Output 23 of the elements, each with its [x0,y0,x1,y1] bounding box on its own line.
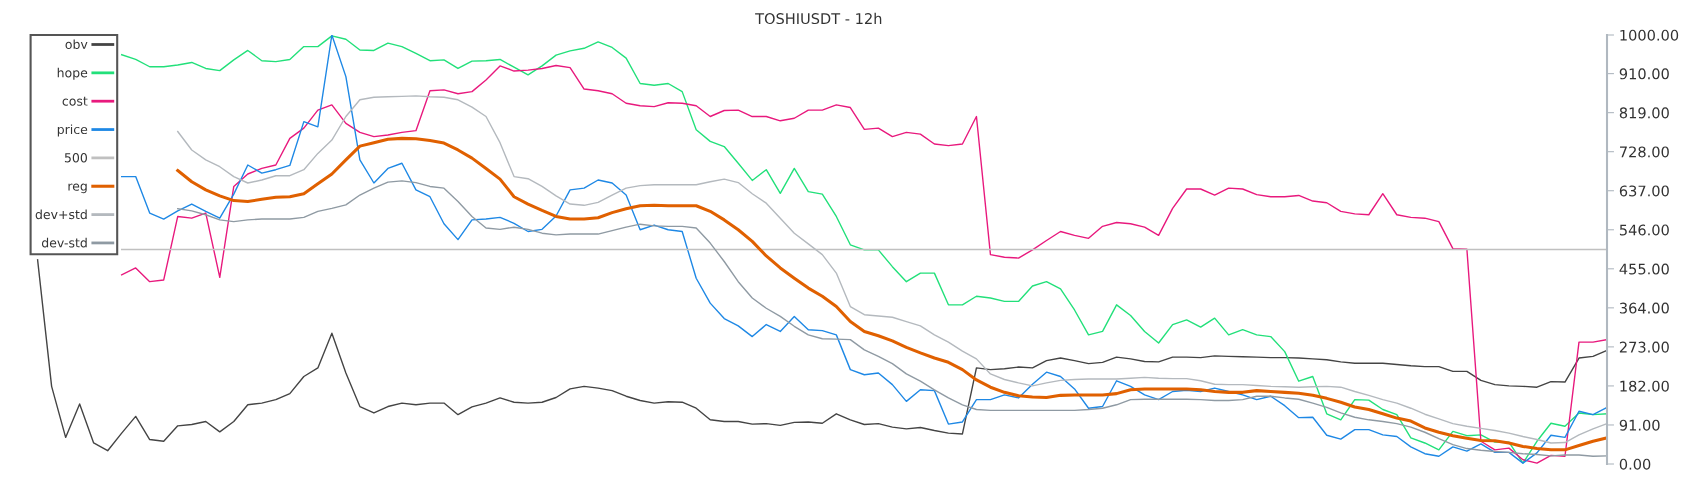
legend-label: obv [65,39,88,50]
legend-label: dev+std [35,209,87,220]
legend-label: reg [68,183,87,194]
legend-label: price [57,124,88,137]
y-tick-label: 455.00 [1619,263,1669,275]
chart-title: TOSHIUSDT - 12h [755,12,882,25]
y-tick-label: 546.00 [1619,224,1669,236]
y-tick-label: 182.00 [1620,380,1669,392]
legend-label: hope [57,67,88,80]
legend-label: 500 [64,152,87,163]
y-tick-label: 364.00 [1619,302,1669,314]
legend-label: cost [62,96,88,106]
y-tick-label: 819.00 [1619,107,1669,119]
y-tick-label: 273.00 [1619,341,1669,353]
y-tick-label: 1000.00 [1620,29,1679,41]
y-tick-label: 910.00 [1619,68,1669,80]
y-tick-label: 91.00 [1619,419,1660,431]
y-tick-label: 637.00 [1619,185,1669,197]
y-tick-label: 728.00 [1620,146,1669,158]
y-tick-label: 0.00 [1619,458,1651,470]
line-series [36,259,1608,452]
line-series [177,180,1608,457]
legend-label: dev-std [41,237,87,248]
